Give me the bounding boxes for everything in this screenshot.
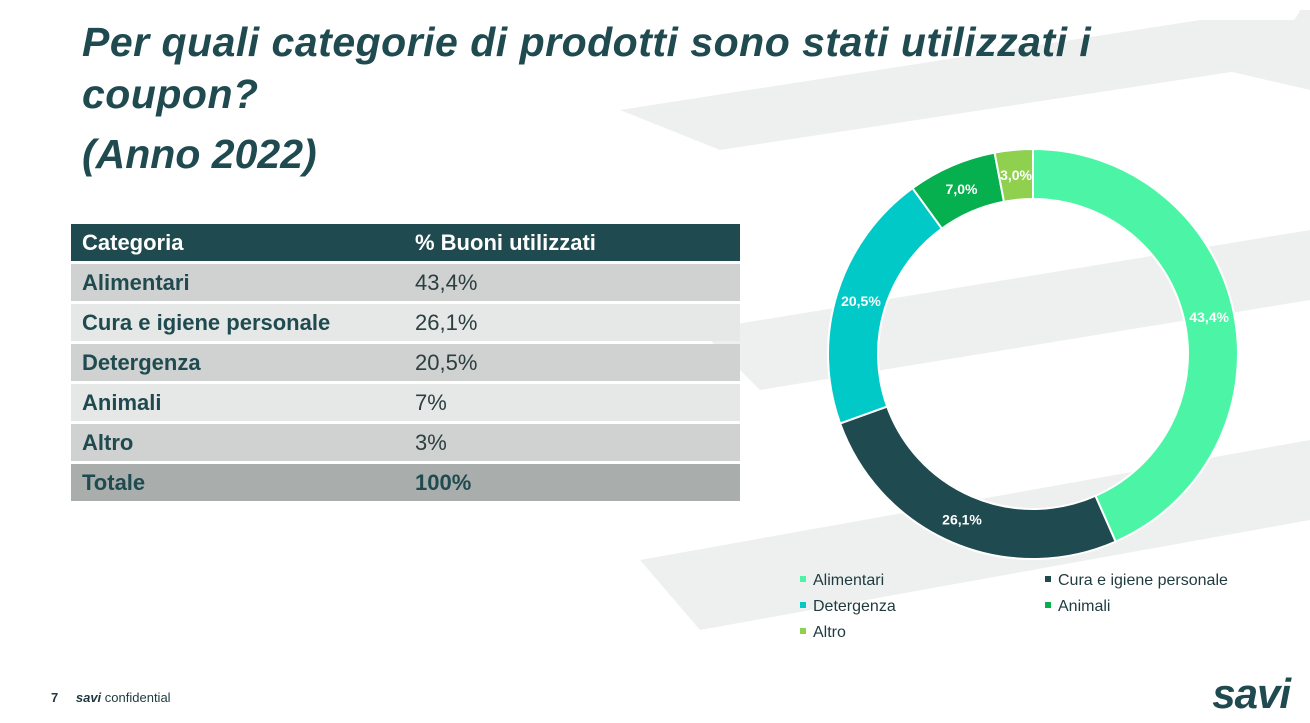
legend-item: Detergenza [800,598,896,616]
savi-logo: savi [1212,670,1291,717]
legend-item: Altro [800,624,846,642]
table-row: Alimentari 43,4% [71,264,740,301]
table-total-row: Totale 100% [71,464,740,501]
table-row: Altro 3% [71,424,740,461]
legend-label: Detergenza [813,598,896,615]
row-value: 7% [404,384,740,421]
legend-swatch [800,575,806,582]
donut-label: 26,1% [942,511,982,527]
donut-slice-cura-e-igiene-personale [838,405,1117,560]
row-category: Cura e igiene personale [71,304,404,341]
donut-slice-altro [993,147,1034,203]
total-label: Totale [71,464,404,501]
table-row: Cura e igiene personale 26,1% [71,304,740,341]
footer-brand: savi [75,690,102,705]
legend-label: Alimentari [813,572,885,589]
legend-label: Animali [1058,598,1111,615]
donut-label: 43,4% [1189,309,1229,325]
donut-chart: 43,4% 26,1% 20,5% 7,0% 3,0% [827,147,1239,560]
legend-label: Altro [813,624,846,641]
page-title: Per quali categorie di prodotti sono sta… [82,19,1092,117]
legend-item: Animali [1045,598,1110,616]
legend-swatch [800,601,806,608]
donut-label: 3,0% [1000,167,1032,183]
total-value: 100% [404,464,740,501]
row-category: Detergenza [71,344,404,381]
table-row: Detergenza 20,5% [71,344,740,381]
footer: 7 savi confidential [51,690,171,705]
row-value: 26,1% [404,304,740,341]
row-value: 3% [404,424,740,461]
header-category: Categoria [71,224,404,261]
header-percentage: % Buoni utilizzati [404,224,740,261]
legend-label: Cura e igiene personale [1058,572,1228,589]
table-row: Animali 7% [71,384,740,421]
row-category: Animali [71,384,404,421]
footer-confidential: confidential [104,690,171,705]
donut-label: 7,0% [946,181,978,197]
legend-swatch [800,627,806,634]
page-number: 7 [51,690,59,705]
row-category: Altro [71,424,404,461]
row-category: Alimentari [71,264,404,301]
donut-label: 20,5% [841,293,881,309]
donut-slice-alimentari [1032,147,1239,543]
row-value: 20,5% [404,344,740,381]
legend-swatch [1045,601,1051,608]
legend-item: Cura e igiene personale [1045,572,1228,590]
legend-item: Alimentari [800,572,884,590]
page-subtitle: (Anno 2022) [82,131,317,177]
table-header-row: Categoria % Buoni utilizzati [71,224,740,261]
row-value: 43,4% [404,264,740,301]
legend-swatch [1045,575,1051,582]
category-table: Categoria % Buoni utilizzati Alimentari … [71,221,740,504]
